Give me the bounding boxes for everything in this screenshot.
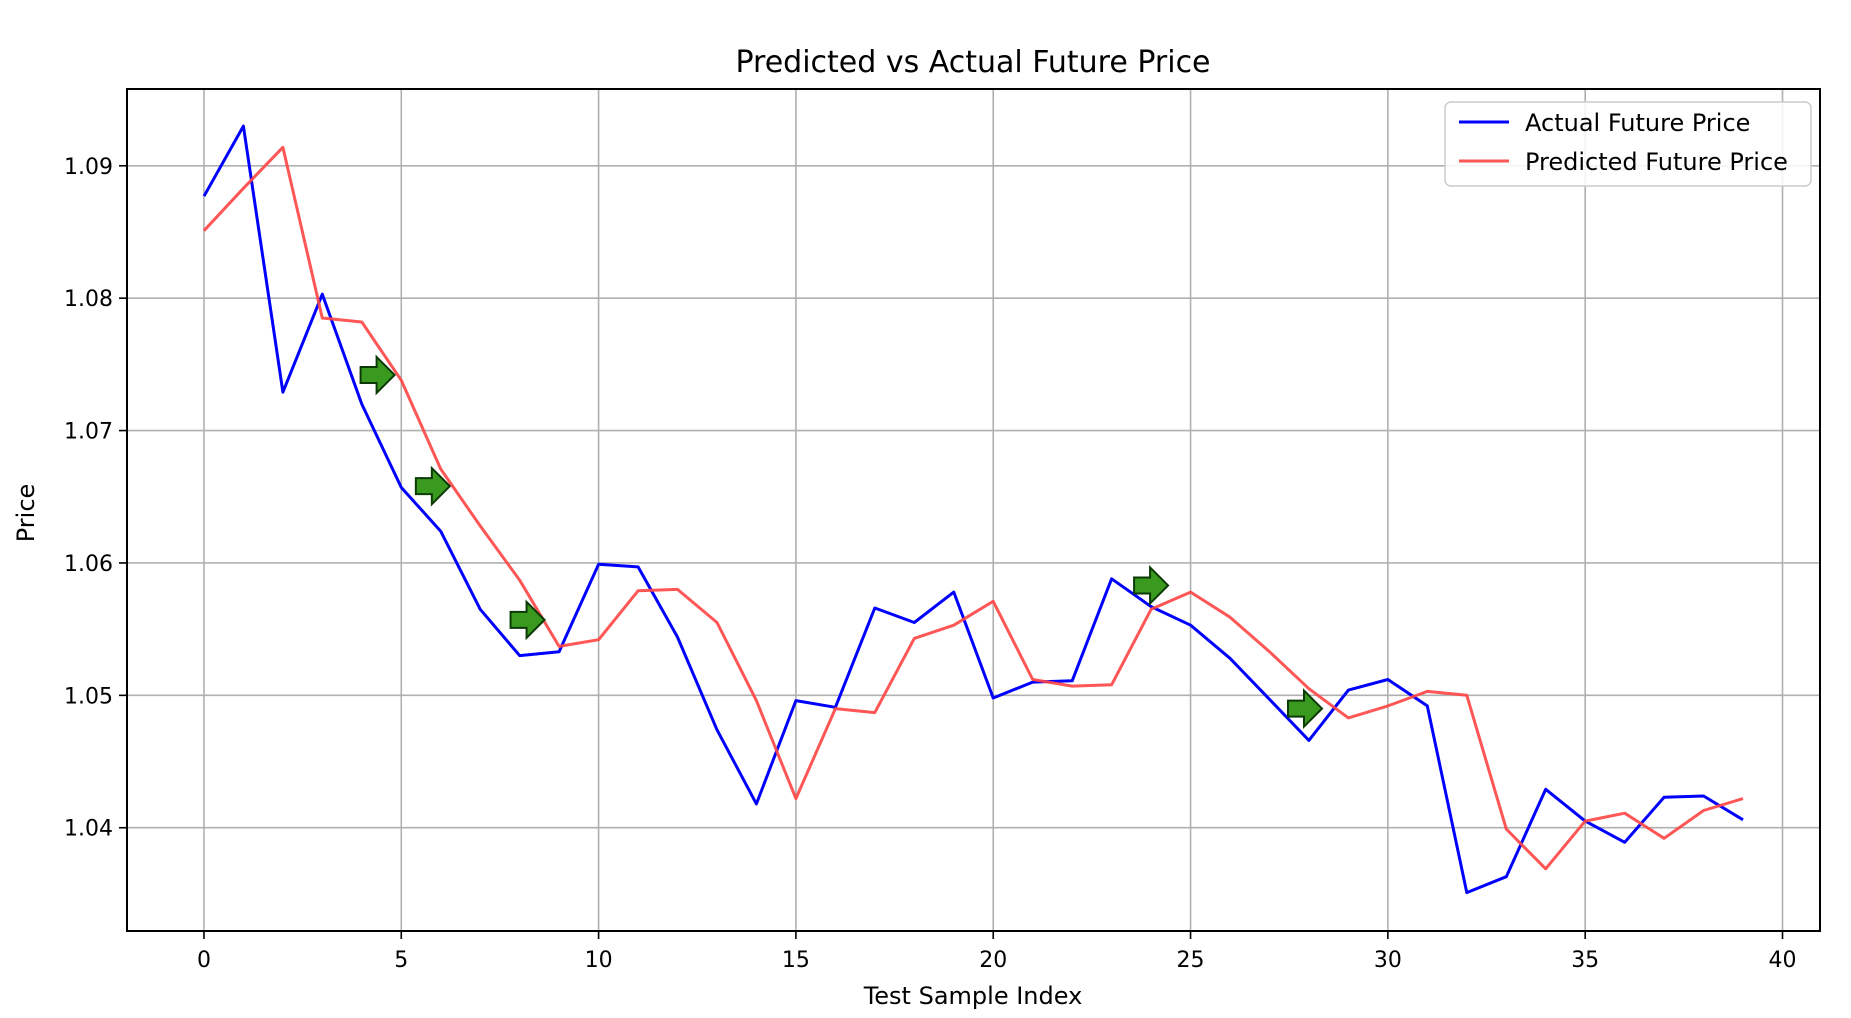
marker-layer — [359, 354, 1324, 729]
x-tick-label: 5 — [394, 948, 408, 973]
plot-frame — [126, 88, 1821, 932]
x-axis-label: Test Sample Index — [863, 982, 1083, 1010]
y-tick-label: 1.09 — [64, 155, 113, 180]
legend-box — [1444, 101, 1812, 187]
arrow-right-icon — [1287, 688, 1324, 729]
legend: Actual Future Price Predicted Future Pri… — [1444, 101, 1812, 187]
predicted-price-line — [202, 145, 1744, 871]
y-axis-ticks: 1.04 1.05 1.06 1.07 1.08 1.09 — [64, 155, 127, 842]
arrow-right-icon — [414, 465, 452, 507]
x-tick-label: 40 — [1769, 948, 1797, 973]
x-tick-label: 10 — [585, 948, 613, 973]
legend-label-predicted: Predicted Future Price — [1525, 148, 1788, 176]
grid — [127, 89, 1820, 931]
series-layer — [202, 124, 1744, 895]
y-tick-label: 1.07 — [64, 420, 113, 445]
x-tick-label: 20 — [979, 948, 1007, 973]
y-tick-label: 1.06 — [64, 552, 113, 577]
x-tick-label: 25 — [1177, 948, 1205, 973]
y-tick-label: 1.04 — [64, 817, 113, 842]
y-tick-label: 1.08 — [64, 287, 113, 312]
chart-title: Predicted vs Actual Future Price — [735, 45, 1210, 80]
arrow-right-icon — [509, 599, 546, 641]
x-tick-label: 15 — [782, 948, 810, 973]
arrow-right-icon — [359, 354, 397, 396]
y-tick-label: 1.05 — [64, 684, 113, 709]
x-tick-label: 30 — [1374, 948, 1402, 973]
x-axis-ticks: 0 5 10 15 20 25 30 35 40 — [197, 931, 1797, 973]
x-tick-label: 0 — [197, 948, 211, 973]
y-axis-label: Price — [12, 484, 40, 543]
x-tick-label: 35 — [1571, 948, 1599, 973]
actual-price-line — [202, 124, 1744, 895]
arrow-right-icon — [1133, 565, 1170, 606]
legend-label-actual: Actual Future Price — [1525, 109, 1750, 137]
